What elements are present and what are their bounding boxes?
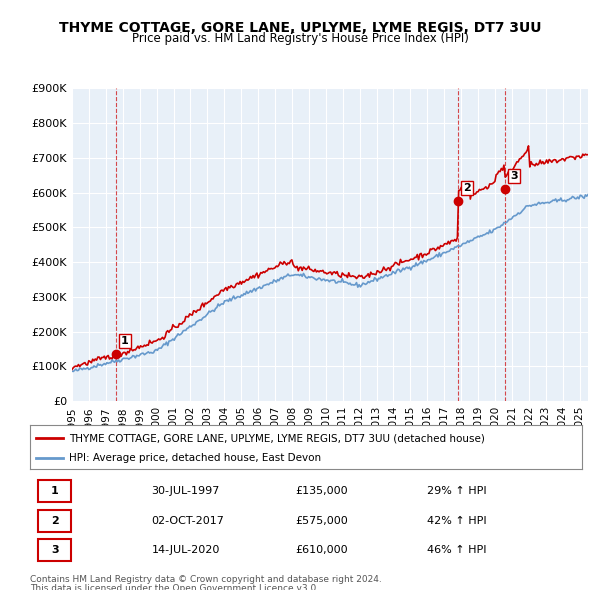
Text: This data is licensed under the Open Government Licence v3.0.: This data is licensed under the Open Gov… <box>30 584 319 590</box>
Text: 14-JUL-2020: 14-JUL-2020 <box>151 545 220 555</box>
Text: Contains HM Land Registry data © Crown copyright and database right 2024.: Contains HM Land Registry data © Crown c… <box>30 575 382 584</box>
Text: 42% ↑ HPI: 42% ↑ HPI <box>427 516 487 526</box>
Text: £610,000: £610,000 <box>295 545 347 555</box>
Text: £575,000: £575,000 <box>295 516 348 526</box>
Text: 2: 2 <box>51 516 59 526</box>
FancyBboxPatch shape <box>38 480 71 503</box>
FancyBboxPatch shape <box>38 539 71 561</box>
Text: 2: 2 <box>463 183 471 193</box>
Text: 1: 1 <box>51 486 59 496</box>
Text: 30-JUL-1997: 30-JUL-1997 <box>151 486 220 496</box>
Text: Price paid vs. HM Land Registry's House Price Index (HPI): Price paid vs. HM Land Registry's House … <box>131 32 469 45</box>
Text: THYME COTTAGE, GORE LANE, UPLYME, LYME REGIS, DT7 3UU (detached house): THYME COTTAGE, GORE LANE, UPLYME, LYME R… <box>68 433 485 443</box>
Text: 29% ↑ HPI: 29% ↑ HPI <box>427 486 487 496</box>
Text: THYME COTTAGE, GORE LANE, UPLYME, LYME REGIS, DT7 3UU: THYME COTTAGE, GORE LANE, UPLYME, LYME R… <box>59 21 541 35</box>
Text: HPI: Average price, detached house, East Devon: HPI: Average price, detached house, East… <box>68 453 321 463</box>
Text: £135,000: £135,000 <box>295 486 347 496</box>
FancyBboxPatch shape <box>38 510 71 532</box>
Text: 02-OCT-2017: 02-OCT-2017 <box>151 516 224 526</box>
Text: 46% ↑ HPI: 46% ↑ HPI <box>427 545 487 555</box>
Text: 1: 1 <box>121 336 128 346</box>
Text: 3: 3 <box>51 545 59 555</box>
Text: 3: 3 <box>510 171 518 181</box>
